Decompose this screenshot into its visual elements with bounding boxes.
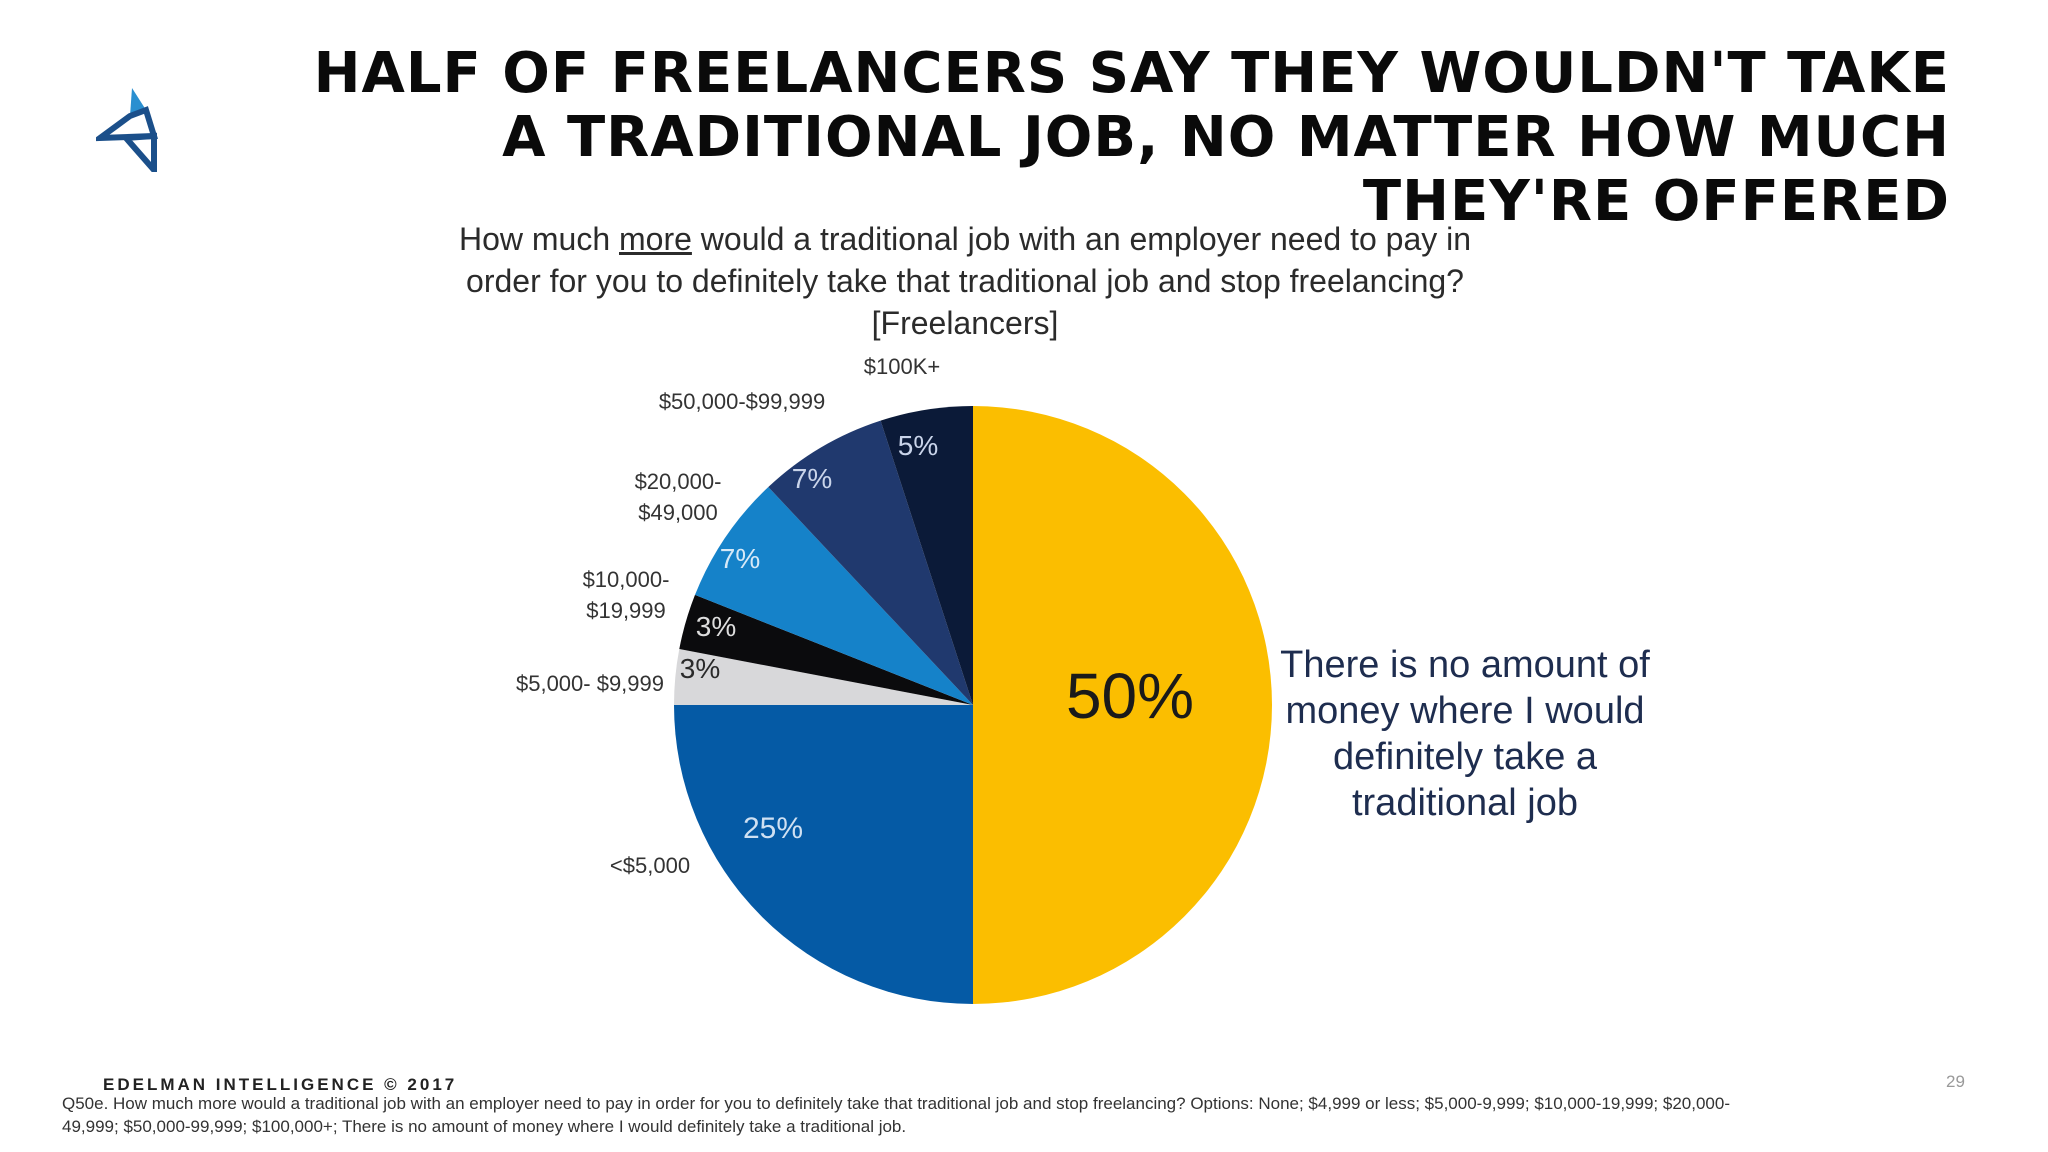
slice-value-label: 3%	[696, 611, 736, 642]
slice-value-label: 50%	[1066, 660, 1194, 732]
pie-slice	[694, 487, 973, 705]
slice-category-label: $10,000-$19,999	[583, 567, 670, 623]
slice-value-label: 7%	[720, 543, 760, 574]
page-number: 29	[1946, 1072, 1965, 1091]
page-title: HALF OF FREELANCERS SAY THEY WOULDN'T TA…	[313, 41, 1950, 234]
pie-slice	[768, 420, 973, 705]
slice-value-label: 3%	[680, 653, 720, 684]
chart-question: How much more would a traditional job wi…	[420, 218, 1510, 344]
pie-slice	[674, 705, 973, 1004]
edelman-logo	[96, 88, 159, 172]
slice-category-label: $50,000-$99,999	[659, 389, 825, 414]
slice-category-label: <$5,000	[610, 853, 690, 878]
slice-value-label: 7%	[792, 463, 832, 494]
footer-brand: EDELMAN INTELLIGENCE © 2017	[103, 1075, 458, 1094]
callout-no-amount: There is no amount of money where I woul…	[1280, 644, 1650, 824]
slice-category-label: $5,000- $9,999	[516, 671, 664, 696]
slice-value-label: 5%	[898, 430, 938, 461]
slice-category-label: $20,000-$49,000	[635, 469, 722, 525]
pie-slice	[880, 406, 973, 705]
pie-slice	[674, 648, 973, 705]
question-text-1: How much	[458, 221, 619, 257]
pie-slice	[973, 406, 1272, 1004]
pie-slice	[679, 594, 973, 705]
footnote: Q50e. How much more would a traditional …	[62, 1094, 1730, 1136]
slice-value-label: 25%	[743, 812, 803, 845]
slice-category-label: $100K+	[864, 354, 940, 379]
logo-shape-bottom	[119, 132, 157, 172]
question-text-2: would a traditional job with an employer…	[466, 221, 1472, 341]
question-emphasis: more	[619, 221, 692, 257]
